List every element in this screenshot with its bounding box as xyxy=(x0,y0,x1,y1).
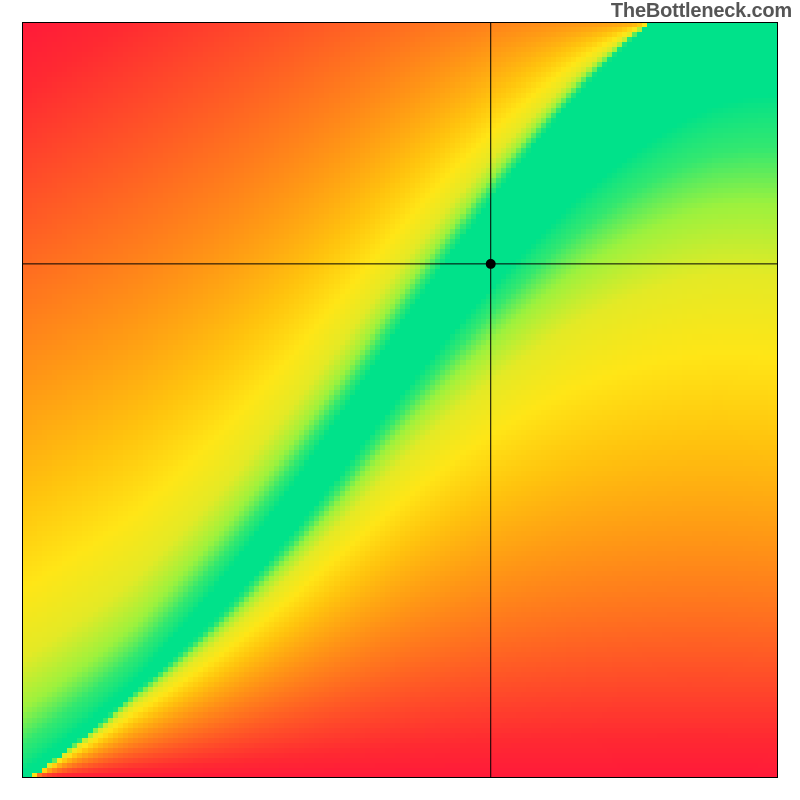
bottleneck-heatmap xyxy=(0,0,800,800)
watermark-text: TheBottleneck.com xyxy=(611,0,792,23)
